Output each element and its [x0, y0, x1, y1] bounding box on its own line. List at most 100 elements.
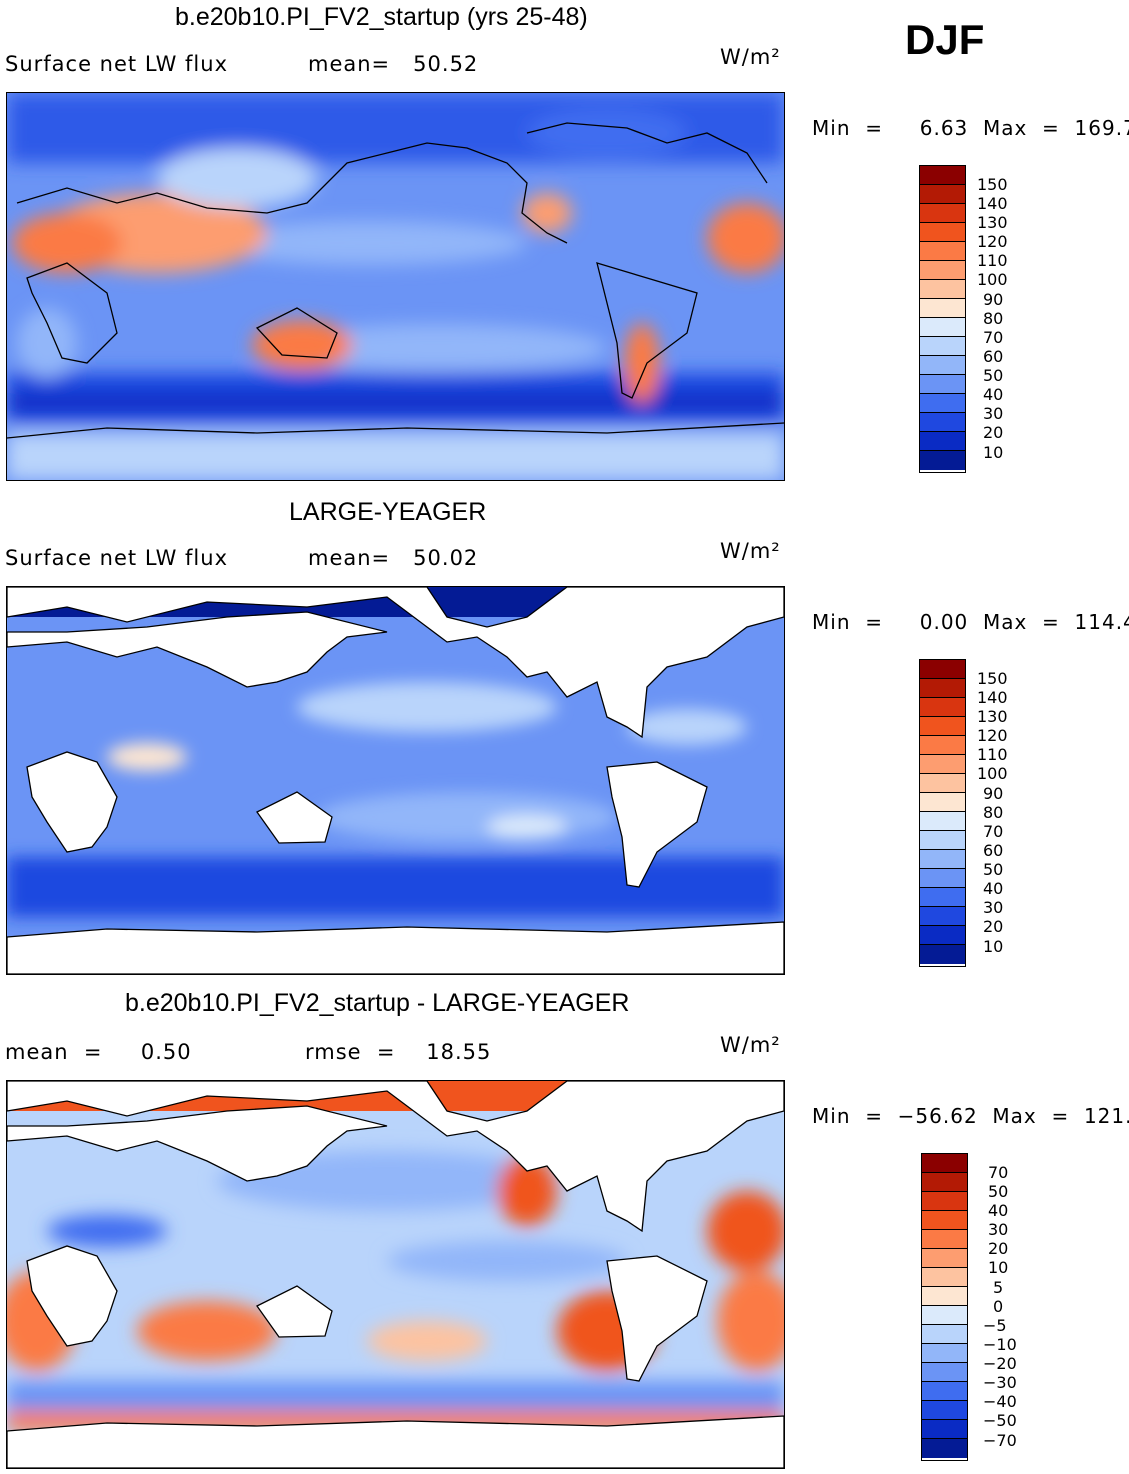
panel1-title: b.e20b10.PI_FV2_startup (yrs 25-48): [175, 3, 588, 31]
panel1-cbar-label: 120: [977, 232, 1008, 251]
colorbar-swatch: [920, 223, 965, 242]
panel1-field-label: Surface net LW flux: [5, 52, 228, 76]
panel3-cbar-label: 50: [988, 1182, 1009, 1201]
panel3-cbar-label: −5: [983, 1316, 1007, 1335]
colorbar-swatch: [920, 204, 965, 223]
panel3-minmax: Min = −56.62 Max = 121.34: [812, 1104, 1129, 1128]
colorbar-swatch: [920, 717, 965, 736]
panel2-cbar-label: 80: [983, 803, 1004, 822]
panel3-cbar-label: −30: [983, 1373, 1017, 1392]
panel2-cbar-label: 70: [983, 822, 1004, 841]
panel3-cbar-label: 70: [988, 1163, 1009, 1182]
season-label: DJF: [905, 16, 985, 63]
colorbar-swatch: [920, 945, 965, 964]
colorbar-swatch: [920, 869, 965, 888]
panel2-cbar-label: 20: [983, 917, 1004, 936]
panel3-cbar-label: 40: [988, 1201, 1009, 1220]
panel3-cbar-label: 5: [993, 1278, 1004, 1297]
colorbar-swatch: [922, 1306, 967, 1325]
colorbar-swatch: [920, 261, 965, 280]
panel1-cbar-label: 70: [983, 328, 1004, 347]
colorbar-swatch: [920, 850, 965, 869]
colorbar-swatch: [922, 1363, 967, 1382]
panel2-cbar-label: 60: [983, 841, 1004, 860]
panel3-cbar-label: 0: [993, 1297, 1004, 1316]
panel2-cbar-label: 50: [983, 860, 1004, 879]
colorbar-swatch: [922, 1173, 967, 1192]
panel3-map: [6, 1080, 785, 1469]
panel3-cbar-label: 30: [988, 1220, 1009, 1239]
colorbar-swatch: [920, 318, 965, 337]
colorbar-swatch: [922, 1268, 967, 1287]
panel3-cbar-label: −50: [983, 1411, 1017, 1430]
colorbar-swatch: [922, 1249, 967, 1268]
colorbar-swatch: [920, 926, 965, 945]
panel2-title: LARGE-YEAGER: [289, 498, 487, 526]
colorbar-swatch: [922, 1401, 967, 1420]
colorbar-swatch: [920, 356, 965, 375]
panel1-map: [6, 92, 785, 481]
panel1-cbar-label: 10: [983, 443, 1004, 462]
panel3-cbar-label: −70: [983, 1431, 1017, 1450]
panel1-cbar-label: 100: [977, 270, 1008, 289]
colorbar-swatch: [920, 831, 965, 850]
colorbar-swatch: [922, 1287, 967, 1306]
panel3-cbar-label: 10: [988, 1258, 1009, 1277]
colorbar-swatch: [920, 755, 965, 774]
colorbar-swatch: [920, 394, 965, 413]
panel2-minmax: Min = 0.00 Max = 114.48: [812, 610, 1129, 634]
colorbar-swatch: [922, 1439, 967, 1458]
panel1-mean: mean= 50.52: [308, 52, 479, 76]
colorbar-swatch: [920, 242, 965, 261]
colorbar-swatch: [922, 1325, 967, 1344]
colorbar-swatch: [922, 1192, 967, 1211]
panel1-cbar-label: 40: [983, 385, 1004, 404]
panel2-cbar-label: 120: [977, 726, 1008, 745]
panel1-cbar-label: 90: [983, 290, 1004, 309]
panel2-cbar-label: 100: [977, 764, 1008, 783]
panel1-colorbar: [919, 165, 966, 473]
colorbar-swatch: [920, 337, 965, 356]
colorbar-swatch: [920, 280, 965, 299]
colorbar-swatch: [920, 679, 965, 698]
colorbar-swatch: [922, 1420, 967, 1439]
panel1-minmax: Min = 6.63 Max = 169.78: [812, 116, 1129, 140]
panel2-cbar-label: 150: [977, 669, 1008, 688]
panel2-colorbar: [919, 659, 966, 967]
colorbar-swatch: [922, 1230, 967, 1249]
panel3-rmse: rmse = 18.55: [305, 1040, 492, 1064]
panel3-cbar-label: 20: [988, 1239, 1009, 1258]
panel2-cbar-label: 30: [983, 898, 1004, 917]
panel3-units: W/m²: [720, 1033, 781, 1057]
panel2-cbar-label: 110: [977, 745, 1008, 764]
panel3-mean: mean = 0.50: [5, 1040, 192, 1064]
colorbar-swatch: [920, 299, 965, 318]
panel1-cbar-label: 80: [983, 309, 1004, 328]
panel3-colorbar: [921, 1153, 968, 1461]
panel3-title: b.e20b10.PI_FV2_startup - LARGE-YEAGER: [125, 989, 630, 1017]
panel3-cbar-label: −40: [983, 1392, 1017, 1411]
colorbar-swatch: [922, 1154, 967, 1173]
colorbar-swatch: [920, 166, 965, 185]
panel2-mean: mean= 50.02: [308, 546, 479, 570]
colorbar-swatch: [920, 736, 965, 755]
colorbar-swatch: [920, 185, 965, 204]
panel2-units: W/m²: [720, 539, 781, 563]
panel1-cbar-label: 30: [983, 404, 1004, 423]
colorbar-swatch: [920, 375, 965, 394]
panel2-cbar-label: 90: [983, 784, 1004, 803]
colorbar-swatch: [920, 812, 965, 831]
panel3-cbar-label: −20: [983, 1354, 1017, 1373]
panel2-cbar-label: 130: [977, 707, 1008, 726]
panel2-field-label: Surface net LW flux: [5, 546, 228, 570]
panel1-cbar-label: 150: [977, 175, 1008, 194]
panel1-cbar-label: 20: [983, 423, 1004, 442]
colorbar-swatch: [920, 774, 965, 793]
panel1-cbar-label: 50: [983, 366, 1004, 385]
panel2-cbar-label: 140: [977, 688, 1008, 707]
panel2-map: [6, 586, 785, 975]
panel1-units: W/m²: [720, 45, 781, 69]
colorbar-swatch: [920, 660, 965, 679]
panel1-cbar-label: 140: [977, 194, 1008, 213]
colorbar-swatch: [920, 888, 965, 907]
